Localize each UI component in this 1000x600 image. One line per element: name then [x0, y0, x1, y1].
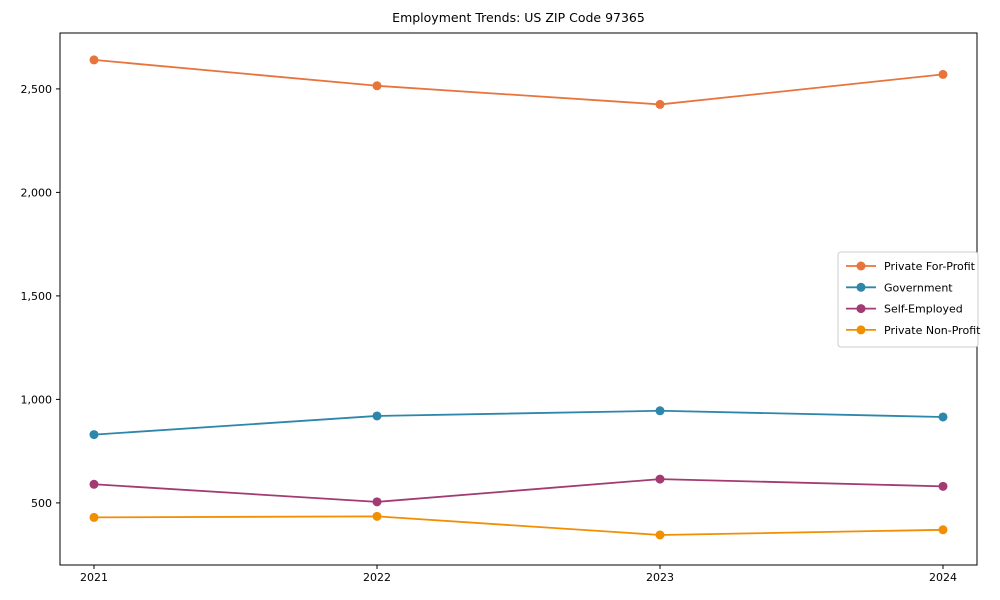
legend-label: Private Non-Profit — [884, 324, 981, 337]
y-tick-label: 500 — [31, 497, 52, 510]
chart-title: Employment Trends: US ZIP Code 97365 — [392, 10, 645, 25]
y-tick-label: 1,000 — [21, 393, 53, 406]
x-tick-label: 2024 — [929, 571, 957, 584]
marker-private-non-profit-2021 — [89, 512, 99, 522]
series-line-private-non-profit — [93, 515, 944, 536]
legend-box — [837, 251, 979, 348]
legend-marker — [856, 261, 866, 271]
legend: Private For-Profit Government Self-Employe… — [837, 251, 981, 348]
marker-government-2023 — [655, 406, 665, 416]
marker-government-2022 — [372, 411, 382, 421]
legend-label: Self-Employed — [884, 303, 963, 316]
x-tick-label: 2022 — [363, 571, 391, 584]
marker-government-2021 — [89, 430, 99, 440]
marker-private-non-profit-2024 — [938, 525, 948, 535]
legend-marker — [856, 325, 866, 335]
series-line-government — [93, 409, 944, 436]
legend-item-private-for-profit: Private For-Profit — [846, 260, 976, 273]
legend-item-private-non-profit: Private Non-Profit — [846, 324, 981, 337]
x-tick-label: 2021 — [80, 571, 108, 584]
marker-self-employed-2022 — [372, 497, 382, 507]
legend-item-self-employed: Self-Employed — [846, 303, 963, 316]
legend-marker — [856, 282, 866, 292]
series-line-private-for-profit — [93, 59, 944, 106]
marker-private-for-profit-2022 — [372, 81, 382, 91]
legend-marker — [856, 304, 866, 314]
marker-self-employed-2021 — [89, 479, 99, 489]
legend-label: Private For-Profit — [884, 260, 976, 273]
marker-private-for-profit-2021 — [89, 55, 99, 65]
marker-private-for-profit-2023 — [655, 99, 665, 109]
marker-self-employed-2024 — [938, 481, 948, 491]
y-tick-label: 2,500 — [21, 83, 53, 96]
series-line-self-employed — [93, 478, 944, 503]
marker-private-non-profit-2023 — [655, 530, 665, 540]
legend-label: Government — [884, 281, 953, 294]
x-tick-label: 2023 — [646, 571, 674, 584]
y-tick-label: 2,000 — [21, 186, 53, 199]
marker-self-employed-2023 — [655, 474, 665, 484]
legend-item-government: Government — [846, 281, 953, 294]
y-tick-label: 1,500 — [21, 290, 53, 303]
marker-government-2024 — [938, 412, 948, 422]
marker-private-for-profit-2024 — [938, 69, 948, 79]
marker-private-non-profit-2022 — [372, 511, 382, 521]
